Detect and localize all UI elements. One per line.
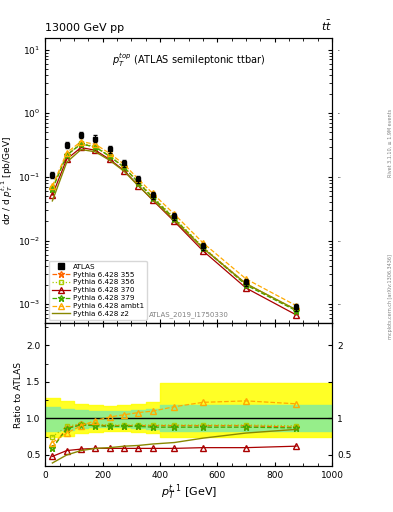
X-axis label: $p_T^{t,1}$ [GeV]: $p_T^{t,1}$ [GeV]: [160, 482, 217, 503]
Pythia 6.428 356: [172, 215, 176, 221]
Pythia 6.428 ambt1: [122, 161, 127, 167]
Pythia 6.428 356: [294, 307, 299, 313]
Pythia 6.428 379: [79, 141, 83, 147]
Pythia 6.428 356: [79, 140, 83, 146]
Line: Pythia 6.428 379: Pythia 6.428 379: [49, 140, 300, 314]
Pythia 6.428 370: [200, 248, 205, 254]
Pythia 6.428 370: [122, 167, 127, 174]
Pythia 6.428 379: [93, 144, 98, 150]
Pythia 6.428 355: [151, 194, 155, 200]
Pythia 6.428 356: [244, 281, 248, 287]
Pythia 6.428 z2: [151, 197, 155, 203]
Pythia 6.428 ambt1: [200, 240, 205, 246]
Pythia 6.428 356: [122, 164, 127, 170]
Pythia 6.428 356: [93, 143, 98, 150]
Pythia 6.428 379: [244, 282, 248, 288]
Pythia 6.428 379: [107, 154, 112, 160]
Pythia 6.428 379: [294, 308, 299, 314]
Pythia 6.428 356: [107, 153, 112, 159]
Line: Pythia 6.428 370: Pythia 6.428 370: [50, 145, 299, 317]
Pythia 6.428 370: [244, 285, 248, 291]
Pythia 6.428 z2: [50, 198, 55, 204]
Pythia 6.428 370: [294, 312, 299, 318]
Pythia 6.428 355: [172, 216, 176, 222]
Line: Pythia 6.428 356: Pythia 6.428 356: [50, 141, 299, 312]
Text: $p_T^{top}$ (ATLAS semileptonic ttbar): $p_T^{top}$ (ATLAS semileptonic ttbar): [112, 51, 265, 69]
Pythia 6.428 ambt1: [107, 151, 112, 157]
Pythia 6.428 355: [200, 244, 205, 250]
Pythia 6.428 ambt1: [294, 303, 299, 309]
Pythia 6.428 355: [64, 152, 69, 158]
Pythia 6.428 356: [151, 194, 155, 200]
Pythia 6.428 ambt1: [79, 138, 83, 144]
Line: Pythia 6.428 355: Pythia 6.428 355: [49, 140, 300, 314]
Pythia 6.428 355: [294, 307, 299, 313]
Line: Pythia 6.428 ambt1: Pythia 6.428 ambt1: [50, 139, 299, 308]
Pythia 6.428 355: [244, 281, 248, 287]
Pythia 6.428 370: [50, 192, 55, 198]
Pythia 6.428 ambt1: [50, 183, 55, 189]
Pythia 6.428 355: [79, 141, 83, 147]
Pythia 6.428 z2: [64, 159, 69, 165]
Pythia 6.428 356: [136, 179, 141, 185]
Pythia 6.428 379: [200, 245, 205, 251]
Pythia 6.428 370: [136, 183, 141, 189]
Pythia 6.428 ambt1: [151, 190, 155, 197]
Pythia 6.428 z2: [136, 183, 141, 189]
Pythia 6.428 379: [50, 186, 55, 193]
Pythia 6.428 355: [50, 186, 55, 192]
Pythia 6.428 379: [122, 164, 127, 170]
Pythia 6.428 ambt1: [64, 150, 69, 156]
Pythia 6.428 355: [93, 144, 98, 150]
Text: 13000 GeV pp: 13000 GeV pp: [45, 23, 124, 33]
Pythia 6.428 379: [136, 180, 141, 186]
Y-axis label: d$\sigma$ / d $p_T^{t,1}$ [pb/GeV]: d$\sigma$ / d $p_T^{t,1}$ [pb/GeV]: [0, 136, 15, 225]
Pythia 6.428 ambt1: [136, 176, 141, 182]
Pythia 6.428 355: [122, 164, 127, 170]
Text: Rivet 3.1.10, ≥ 1.9M events: Rivet 3.1.10, ≥ 1.9M events: [388, 109, 393, 178]
Pythia 6.428 ambt1: [172, 211, 176, 217]
Line: Pythia 6.428 z2: Pythia 6.428 z2: [52, 150, 296, 310]
Pythia 6.428 z2: [244, 281, 248, 287]
Text: $t\bar{t}$: $t\bar{t}$: [321, 19, 332, 33]
Pythia 6.428 379: [151, 195, 155, 201]
Pythia 6.428 379: [172, 216, 176, 222]
Pythia 6.428 z2: [107, 157, 112, 163]
Pythia 6.428 355: [107, 153, 112, 159]
Pythia 6.428 370: [172, 218, 176, 224]
Pythia 6.428 z2: [294, 307, 299, 313]
Pythia 6.428 379: [64, 152, 69, 158]
Pythia 6.428 ambt1: [93, 141, 98, 147]
Pythia 6.428 z2: [79, 146, 83, 153]
Pythia 6.428 z2: [93, 149, 98, 155]
Pythia 6.428 z2: [200, 245, 205, 251]
Pythia 6.428 370: [93, 147, 98, 154]
Pythia 6.428 370: [64, 156, 69, 162]
Y-axis label: Ratio to ATLAS: Ratio to ATLAS: [14, 361, 23, 428]
Pythia 6.428 355: [136, 179, 141, 185]
Legend: ATLAS, Pythia 6.428 355, Pythia 6.428 356, Pythia 6.428 370, Pythia 6.428 379, P: ATLAS, Pythia 6.428 355, Pythia 6.428 35…: [49, 261, 147, 320]
Pythia 6.428 356: [50, 184, 55, 190]
Pythia 6.428 370: [151, 197, 155, 203]
Pythia 6.428 370: [107, 156, 112, 162]
Text: mcplots.cern.ch [arXiv:1306.3436]: mcplots.cern.ch [arXiv:1306.3436]: [388, 254, 393, 339]
Text: ATLAS_2019_I1750330: ATLAS_2019_I1750330: [149, 311, 229, 318]
Pythia 6.428 356: [200, 244, 205, 250]
Pythia 6.428 370: [79, 144, 83, 151]
Pythia 6.428 z2: [122, 168, 127, 174]
Pythia 6.428 z2: [172, 217, 176, 223]
Pythia 6.428 356: [64, 152, 69, 158]
Pythia 6.428 ambt1: [244, 276, 248, 282]
